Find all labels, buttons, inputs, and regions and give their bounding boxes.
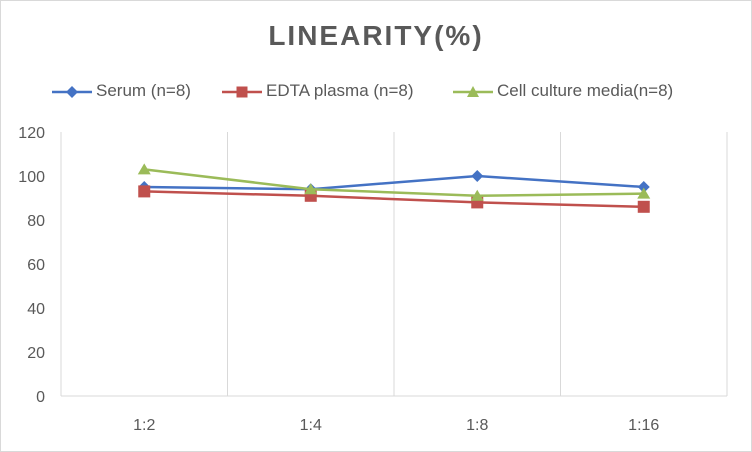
x-tick-label: 1:16 [628, 417, 659, 434]
data-point-cell-culture-media-n-8 [137, 163, 151, 175]
y-tick-label: 20 [27, 345, 45, 362]
legend-label-cell-culture-media: Cell culture media(n=8) [497, 81, 674, 100]
data-point-serum-n-8 [471, 170, 484, 182]
data-point-cell-culture-media-n-8 [304, 183, 318, 195]
y-tick-label: 120 [18, 125, 45, 142]
legend-swatch-edta-plasma [222, 86, 262, 98]
legend-swatch-cell-culture-media [453, 86, 493, 97]
x-tick-label: 1:2 [133, 417, 155, 434]
data-point-edta-plasma-n-8 [637, 200, 650, 213]
series-line-edta-plasma-n-8 [144, 190, 644, 209]
chart-title: LINEARITY(%) [268, 20, 484, 51]
x-tick-label: 1:8 [466, 417, 488, 434]
legend-label-serum: Serum (n=8) [96, 81, 191, 100]
data-point-edta-plasma-n-8 [138, 185, 151, 198]
y-tick-label: 60 [27, 257, 45, 274]
data-point-serum-n-8 [637, 181, 650, 193]
y-tick-label: 80 [27, 213, 45, 230]
y-tick-label: 100 [18, 169, 45, 186]
data-point-cell-culture-media-n-8 [637, 187, 651, 199]
legend-swatch-serum [52, 86, 92, 98]
series-line-cell-culture-media-n-8 [144, 168, 644, 198]
x-tick-label: 1:4 [300, 417, 322, 434]
series-line-serum-n-8 [144, 174, 644, 191]
y-tick-label: 0 [36, 389, 45, 406]
y-tick-label: 40 [27, 301, 45, 318]
data-point-cell-culture-media-n-8 [470, 189, 484, 201]
legend-label-edta-plasma: EDTA plasma (n=8) [266, 81, 414, 100]
chart-legend: Serum (n=8) EDTA plasma (n=8) Cell cultu… [0, 80, 752, 104]
